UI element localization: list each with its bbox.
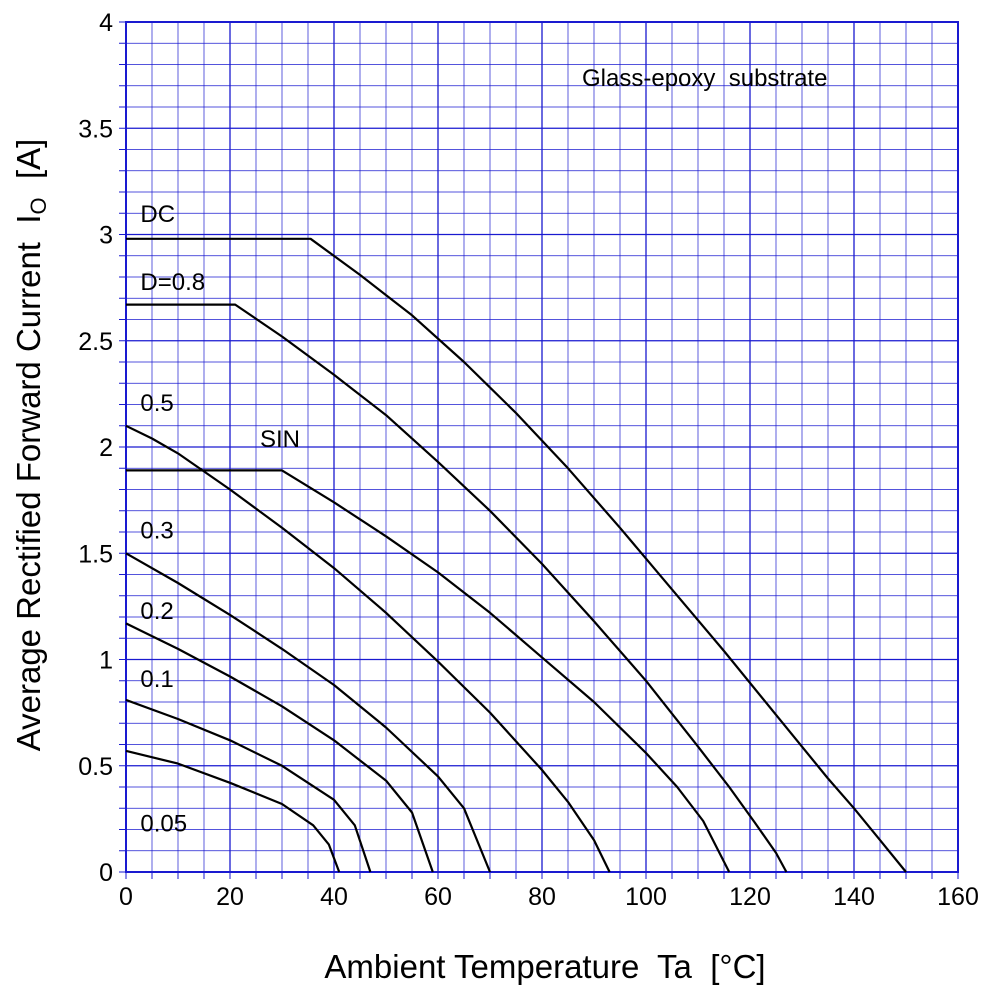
series-line-dc xyxy=(126,237,907,873)
series-line-0-05 xyxy=(125,749,341,873)
series-label-0-1: 0.1 xyxy=(140,666,173,693)
series-labels: DC D=0.8 SIN 0.5 0.3 0.2 0.1 0.05 xyxy=(140,201,300,838)
y-axis-label: Average Rectified Forward Current IO [A] xyxy=(10,139,51,752)
y-tick-labels: 0 0.5 1 1.5 2 2.5 3 3.5 4 xyxy=(78,9,113,887)
series-label-0-5: 0.5 xyxy=(140,390,173,417)
series-label-0-2: 0.2 xyxy=(140,598,173,625)
series-line-sin xyxy=(126,469,731,873)
series-line-0-2 xyxy=(125,622,434,873)
x-tick-label: 40 xyxy=(320,883,348,911)
y-tick-label: 3 xyxy=(99,222,113,250)
y-tick-label: 1 xyxy=(99,647,113,675)
series-label-sin: SIN xyxy=(260,426,300,453)
x-tick-label: 140 xyxy=(833,883,875,911)
series-line-0-1 xyxy=(125,698,372,873)
y-tick-label: 2 xyxy=(99,434,113,462)
y-tick-label: 0.5 xyxy=(78,753,113,781)
series-line-0-5 xyxy=(125,424,611,873)
x-axis-label: Ambient Temperature Ta [°C] xyxy=(324,948,765,985)
substrate-annotation: Glass-epoxy substrate xyxy=(582,65,827,92)
series-label-d-0-8: D=0.8 xyxy=(140,269,205,296)
x-tick-labels: 0 20 40 60 80 100 120 140 160 xyxy=(119,883,979,911)
y-tick-label: 1.5 xyxy=(78,540,113,568)
y-tick-label: 3.5 xyxy=(78,115,113,143)
y-tick-label: 4 xyxy=(99,9,113,37)
series-label-0-05: 0.05 xyxy=(140,811,187,838)
y-axis-label-subscript: O xyxy=(26,197,51,214)
y-tick-label: 2.5 xyxy=(78,328,113,356)
x-tick-label: 120 xyxy=(729,883,771,911)
axis-ticks xyxy=(119,21,959,879)
x-tick-label: 60 xyxy=(424,883,452,911)
series-label-dc: DC xyxy=(140,201,175,228)
x-tick-label: 0 xyxy=(119,883,133,911)
y-axis-label-unit: [A] xyxy=(10,139,47,198)
major-grid xyxy=(126,22,958,872)
x-tick-label: 100 xyxy=(625,883,667,911)
series-lines xyxy=(125,237,907,873)
x-tick-label: 160 xyxy=(937,883,979,911)
series-label-0-3: 0.3 xyxy=(140,517,173,544)
y-tick-label: 0 xyxy=(99,859,113,887)
series-line-0-3 xyxy=(125,552,492,873)
y-axis-label-main: Average Rectified Forward Current I xyxy=(10,215,47,752)
x-tick-label: 20 xyxy=(216,883,244,911)
x-tick-label: 80 xyxy=(528,883,556,911)
series-line-d-0-8 xyxy=(126,303,788,873)
